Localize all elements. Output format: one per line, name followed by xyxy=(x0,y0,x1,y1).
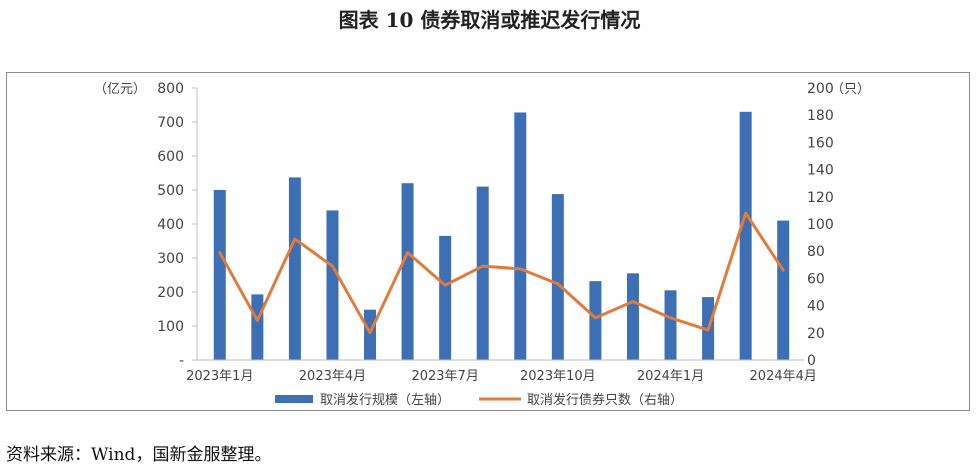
right-tick-label: 140 xyxy=(807,163,834,179)
x-axis-ticks: 2023年1月 2023年4月 2023年7月 2023年10月 2024年1月 2024… xyxy=(186,369,817,384)
right-tick-label: 40 xyxy=(807,299,825,315)
bar xyxy=(439,235,452,360)
legend-label-line: 取消发行债券只数（右轴） xyxy=(527,392,683,408)
bar xyxy=(777,220,790,360)
right-axis-ticks: 0 20 40 60 80 100 120 140 160 180 200 xyxy=(807,81,834,369)
legend-swatch-bar xyxy=(275,395,313,403)
bar xyxy=(401,183,414,360)
line-path xyxy=(218,211,785,335)
right-axis-unit: （只） xyxy=(831,82,870,97)
left-tick-label: 200 xyxy=(157,285,184,301)
bar xyxy=(551,194,564,360)
left-axis-ticks: - 100 200 300 400 500 600 700 800 xyxy=(157,81,198,369)
right-tick-label: 120 xyxy=(807,190,834,206)
bar xyxy=(514,112,527,360)
bar xyxy=(326,210,339,360)
x-tick-label: 2023年10月 xyxy=(520,369,596,384)
right-tick-label: 80 xyxy=(807,244,825,260)
right-tick-label: 100 xyxy=(807,217,834,233)
x-tick-label: 2024年1月 xyxy=(637,369,704,384)
left-tick-label: 700 xyxy=(157,115,184,131)
left-tick-label: 400 xyxy=(157,217,184,233)
bar xyxy=(364,309,377,360)
right-tick-label: 160 xyxy=(807,135,834,151)
left-tick-label: 500 xyxy=(157,183,184,199)
right-tick-label: 0 xyxy=(807,353,816,369)
line-series xyxy=(218,211,785,335)
bar xyxy=(213,190,226,360)
chart-title: 图表 10 债券取消或推迟发行情况 xyxy=(338,8,641,32)
x-tick-label: 2024年4月 xyxy=(750,369,817,384)
bar xyxy=(626,273,639,360)
bar xyxy=(251,294,264,360)
source-note: 资料来源：Wind，国新金服整理。 xyxy=(6,445,272,465)
bar xyxy=(739,111,752,360)
left-axis-unit: （亿元） xyxy=(94,82,146,97)
bar xyxy=(288,177,301,360)
bar xyxy=(476,186,489,360)
left-tick-label: 100 xyxy=(157,319,184,335)
legend: 取消发行规模（左轴） 取消发行债券只数（右轴） xyxy=(275,392,683,408)
x-tick-label: 2023年1月 xyxy=(186,369,253,384)
left-tick-label: 800 xyxy=(157,81,184,97)
right-tick-label: 180 xyxy=(807,108,834,124)
x-tick-label: 2023年4月 xyxy=(299,369,366,384)
left-tick-label: - xyxy=(179,353,184,369)
x-tick-label: 2023年7月 xyxy=(411,369,478,384)
legend-label-bar: 取消发行规模（左轴） xyxy=(320,392,450,408)
left-tick-label: 300 xyxy=(157,251,184,267)
combo-chart: （亿元） （只） - 100 200 300 400 500 600 700 800 0 20 40… xyxy=(94,81,870,408)
right-tick-label: 20 xyxy=(807,326,825,342)
chart-frame: （亿元） （只） - 100 200 300 400 500 600 700 800 0 20 40… xyxy=(6,72,970,411)
right-tick-label: 60 xyxy=(807,271,825,287)
bar xyxy=(589,281,602,360)
bar xyxy=(664,290,677,360)
left-tick-label: 600 xyxy=(157,149,184,165)
bar-series xyxy=(213,111,790,360)
right-tick-label: 200 xyxy=(807,81,834,97)
